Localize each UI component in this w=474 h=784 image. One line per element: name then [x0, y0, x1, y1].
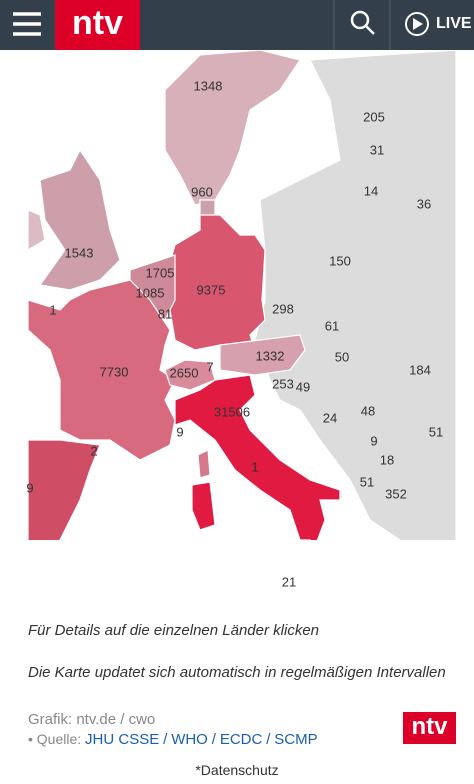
map-label: 21: [282, 574, 296, 589]
region-sicily[interactable]: [258, 539, 311, 565]
source-separator: /: [163, 731, 168, 748]
map-label: 18: [380, 452, 394, 467]
map-label: 7730: [100, 364, 129, 379]
map-label: 184: [409, 362, 431, 377]
map-label: 51: [429, 424, 443, 439]
map-labels: 1348205311436960154315017059375108529881…: [26, 78, 443, 589]
map-label: 2: [90, 443, 97, 458]
region-ireland[interactable]: [28, 209, 46, 251]
source-link[interactable]: ECDC: [219, 731, 263, 748]
source-separator: /: [211, 731, 216, 748]
grafik-credit: Grafik: ntv.de / cwo: [28, 711, 156, 728]
search-icon[interactable]: [350, 10, 375, 35]
map-label: 1348: [194, 78, 223, 93]
map-label: 1332: [256, 348, 285, 363]
map-label: 205: [363, 109, 385, 124]
map-label: 2650: [170, 365, 199, 380]
menu-icon[interactable]: [13, 12, 41, 36]
source-separator: /: [266, 731, 271, 748]
live-label[interactable]: LIVE: [436, 15, 472, 32]
map-label: 9: [370, 433, 377, 448]
caption-instruction: Für Details auf die einzelnen Länder kli…: [28, 622, 319, 639]
map-label: 9375: [197, 282, 226, 297]
map-label: 253: [272, 376, 294, 391]
region-uk[interactable]: [38, 148, 121, 291]
map-label: 51: [360, 474, 374, 489]
map-label: 1705: [146, 265, 175, 280]
map-label: 50: [335, 349, 349, 364]
region-germany[interactable]: [164, 214, 266, 356]
map-label: 81: [158, 306, 172, 321]
source-link[interactable]: SCMP: [274, 731, 318, 748]
footer-logo: ntv: [403, 712, 456, 744]
source-link[interactable]: JHU CSSE: [85, 731, 160, 748]
map-label: 1543: [65, 245, 94, 260]
source-link[interactable]: WHO: [171, 731, 208, 748]
map-label: 49: [296, 379, 310, 394]
map: 1348205311436960154315017059375108529881…: [26, 50, 456, 589]
header: ntv LIVE: [0, 0, 474, 50]
region-sardinia[interactable]: [191, 481, 216, 531]
map-label: 1085: [136, 285, 165, 300]
privacy-link[interactable]: *Datenschutz: [195, 762, 279, 778]
map-label: 31506: [214, 404, 250, 419]
live-icon[interactable]: [405, 12, 429, 36]
map-label: 298: [272, 301, 294, 316]
region-italy[interactable]: [174, 374, 341, 560]
caption-note: Die Karte updatet sich automatisch in re…: [28, 664, 446, 681]
map-label: 48: [361, 403, 375, 418]
map-label: 31: [370, 142, 384, 157]
map-label: 36: [417, 196, 431, 211]
map-label: 9: [26, 480, 33, 495]
region-spain[interactable]: [28, 439, 101, 555]
map-label: 24: [323, 410, 337, 425]
map-label: 61: [325, 318, 339, 333]
header-icons: [13, 0, 429, 50]
region-east[interactable]: [254, 50, 456, 580]
map-label: 352: [385, 486, 407, 501]
map-label: 9: [176, 424, 183, 439]
map-label: 960: [191, 184, 213, 199]
source-prefix: • Quelle:: [28, 731, 82, 747]
map-label: 7: [206, 359, 213, 374]
map-label: 14: [364, 183, 378, 198]
map-label: 1: [251, 459, 258, 474]
region-austria[interactable]: [219, 334, 306, 376]
logo[interactable]: ntv: [55, 0, 140, 50]
map-label: 150: [329, 253, 351, 268]
region-corsica[interactable]: [197, 449, 211, 479]
sources: • Quelle: JHU CSSE / WHO / ECDC / SCMP: [28, 731, 318, 748]
region-france[interactable]: [28, 279, 176, 461]
region-scandinavia[interactable]: [164, 50, 301, 206]
map-label: 1: [49, 302, 56, 317]
